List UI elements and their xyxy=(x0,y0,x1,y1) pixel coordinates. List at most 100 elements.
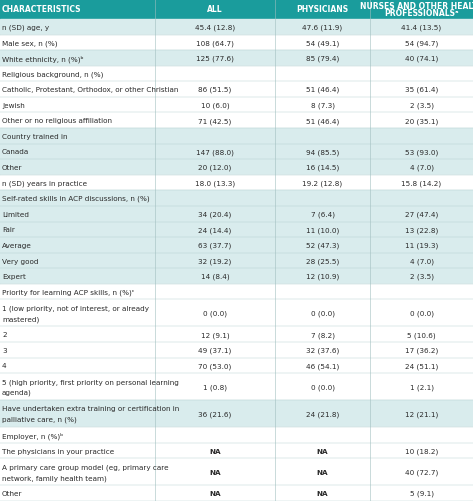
Text: 7 (8.2): 7 (8.2) xyxy=(310,331,334,338)
Text: Religious background, n (%): Religious background, n (%) xyxy=(2,71,104,78)
Text: 63 (37.7): 63 (37.7) xyxy=(198,242,232,248)
Text: 12 (9.1): 12 (9.1) xyxy=(201,331,229,338)
Text: NA: NA xyxy=(209,469,221,475)
Text: 19.2 (12.8): 19.2 (12.8) xyxy=(302,180,342,186)
Text: 71 (42.5): 71 (42.5) xyxy=(198,118,232,124)
Text: 12 (21.1): 12 (21.1) xyxy=(405,411,438,417)
Text: 10 (6.0): 10 (6.0) xyxy=(201,102,229,109)
Text: n (SD) age, y: n (SD) age, y xyxy=(2,25,49,31)
Text: Canada: Canada xyxy=(2,149,29,155)
Text: 5 (9.1): 5 (9.1) xyxy=(410,490,433,496)
Text: Limited: Limited xyxy=(2,211,29,217)
Bar xyxy=(0,327,473,342)
Text: NA: NA xyxy=(209,490,221,496)
Text: 11 (19.3): 11 (19.3) xyxy=(405,242,438,248)
Text: 35 (61.4): 35 (61.4) xyxy=(405,87,438,93)
Text: 40 (72.7): 40 (72.7) xyxy=(405,469,438,475)
Text: 1 (2.1): 1 (2.1) xyxy=(410,384,433,390)
Text: NA: NA xyxy=(317,490,328,496)
Text: 7 (6.4): 7 (6.4) xyxy=(310,211,334,217)
Bar xyxy=(0,400,473,427)
Text: 47.6 (11.9): 47.6 (11.9) xyxy=(302,25,342,31)
Text: 108 (64.7): 108 (64.7) xyxy=(196,40,234,47)
Text: 54 (49.1): 54 (49.1) xyxy=(306,40,339,47)
Bar xyxy=(0,222,473,237)
Bar xyxy=(0,485,473,501)
Text: 94 (85.5): 94 (85.5) xyxy=(306,149,339,155)
Text: 13 (22.8): 13 (22.8) xyxy=(405,226,438,233)
Bar xyxy=(0,98,473,113)
Bar xyxy=(0,191,473,206)
Bar xyxy=(0,285,473,300)
Text: 2: 2 xyxy=(2,332,7,338)
Text: NA: NA xyxy=(317,448,328,454)
Text: ALL: ALL xyxy=(207,6,223,15)
Text: 27 (47.4): 27 (47.4) xyxy=(405,211,438,217)
Text: Other or no religious affiliation: Other or no religious affiliation xyxy=(2,118,112,124)
Text: 51 (46.4): 51 (46.4) xyxy=(306,87,339,93)
Bar xyxy=(0,358,473,373)
Text: 52 (47.3): 52 (47.3) xyxy=(306,242,339,248)
Text: 28 (25.5): 28 (25.5) xyxy=(306,258,339,264)
Bar xyxy=(0,67,473,82)
Text: 0 (0.0): 0 (0.0) xyxy=(310,384,334,390)
Text: 4 (7.0): 4 (7.0) xyxy=(410,258,433,264)
Bar xyxy=(0,20,473,36)
Text: 53 (93.0): 53 (93.0) xyxy=(405,149,438,155)
Text: Very good: Very good xyxy=(2,258,38,264)
Bar xyxy=(0,113,473,129)
Bar xyxy=(0,342,473,358)
Text: Average: Average xyxy=(2,242,32,248)
Bar xyxy=(0,0,473,20)
Text: Jewish: Jewish xyxy=(2,103,25,109)
Text: agenda): agenda) xyxy=(2,389,32,396)
Text: 20 (35.1): 20 (35.1) xyxy=(405,118,438,124)
Bar xyxy=(0,427,473,443)
Text: 86 (51.5): 86 (51.5) xyxy=(198,87,232,93)
Text: NA: NA xyxy=(209,448,221,454)
Bar xyxy=(0,160,473,175)
Bar xyxy=(0,129,473,144)
Text: 18.0 (13.3): 18.0 (13.3) xyxy=(195,180,235,186)
Text: Catholic, Protestant, Orthodox, or other Christian: Catholic, Protestant, Orthodox, or other… xyxy=(2,87,178,93)
Text: Priority for learning ACP skills, n (%)ᶜ: Priority for learning ACP skills, n (%)ᶜ xyxy=(2,289,134,296)
Text: n (SD) years in practice: n (SD) years in practice xyxy=(2,180,87,186)
Bar xyxy=(0,206,473,222)
Text: 34 (20.4): 34 (20.4) xyxy=(198,211,232,217)
Text: 0 (0.0): 0 (0.0) xyxy=(410,310,433,317)
Text: 0 (0.0): 0 (0.0) xyxy=(203,310,227,317)
Text: The physicians in your practice: The physicians in your practice xyxy=(2,448,114,454)
Text: A primary care group model (eg, primary care: A primary care group model (eg, primary … xyxy=(2,463,169,470)
Bar xyxy=(0,458,473,485)
Text: Have undertaken extra training or certification in: Have undertaken extra training or certif… xyxy=(2,405,179,411)
Bar xyxy=(0,237,473,253)
Text: 46 (54.1): 46 (54.1) xyxy=(306,362,339,369)
Text: Fair: Fair xyxy=(2,227,15,233)
Text: 49 (37.1): 49 (37.1) xyxy=(198,347,232,353)
Text: 5 (10.6): 5 (10.6) xyxy=(407,331,436,338)
Text: 1 (0.8): 1 (0.8) xyxy=(203,384,227,390)
Text: 51 (46.4): 51 (46.4) xyxy=(306,118,339,124)
Text: 2 (3.5): 2 (3.5) xyxy=(410,102,433,109)
Text: 3: 3 xyxy=(2,347,7,353)
Text: 16 (14.5): 16 (14.5) xyxy=(306,164,339,171)
Text: 20 (12.0): 20 (12.0) xyxy=(198,164,232,171)
Text: White ethnicity, n (%)ᵇ: White ethnicity, n (%)ᵇ xyxy=(2,55,84,63)
Text: 0 (0.0): 0 (0.0) xyxy=(310,310,334,317)
Bar xyxy=(0,269,473,285)
Text: PHYSICIANS: PHYSICIANS xyxy=(297,6,349,15)
Text: Employer, n (%)ᵇ: Employer, n (%)ᵇ xyxy=(2,431,63,439)
Text: 125 (77.6): 125 (77.6) xyxy=(196,56,234,62)
Text: Male sex, n (%): Male sex, n (%) xyxy=(2,40,58,47)
Text: 54 (94.7): 54 (94.7) xyxy=(405,40,438,47)
Bar xyxy=(0,36,473,51)
Text: 12 (10.9): 12 (10.9) xyxy=(306,274,339,280)
Bar xyxy=(0,144,473,160)
Bar xyxy=(0,300,473,327)
Bar xyxy=(0,175,473,191)
Bar xyxy=(0,443,473,458)
Text: Country trained in: Country trained in xyxy=(2,134,68,140)
Text: 10 (18.2): 10 (18.2) xyxy=(405,447,438,454)
Text: NA: NA xyxy=(317,469,328,475)
Text: 24 (14.4): 24 (14.4) xyxy=(198,226,232,233)
